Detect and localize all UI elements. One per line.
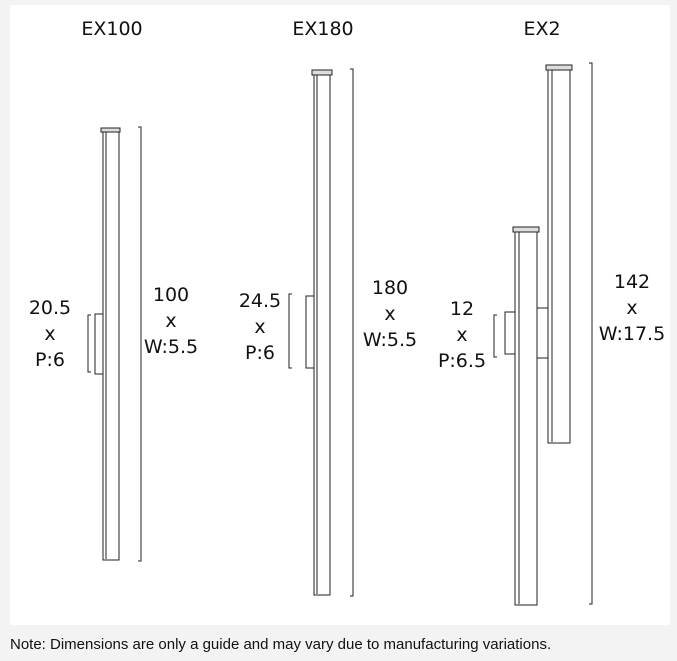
mount-dimension-value: 12: [449, 298, 475, 320]
height-dimension-ex2: 142 x W:17.5: [596, 269, 668, 347]
height-dimension-value: 100: [152, 284, 190, 306]
mount-dimension-projection: P:6: [35, 349, 65, 371]
mount-dimension-value: 20.5: [28, 297, 72, 319]
mount-dimension-ex180: 24.5 x P:6: [230, 288, 290, 366]
mount-dimension-separator: x: [44, 323, 56, 345]
height-dimension-width: W:17.5: [598, 323, 666, 345]
height-dimension-value: 142: [613, 271, 651, 293]
height-dimension-ex180: 180 x W:5.5: [358, 275, 422, 353]
ex180-drawing: [288, 68, 354, 597]
mount-dimension-ex2: 12 x P:6.5: [430, 296, 494, 374]
product-title-ex100: EX100: [81, 18, 143, 40]
disclaimer-note: Note: Dimensions are only a guide and ma…: [10, 636, 552, 653]
height-dimension-separator: x: [384, 303, 396, 325]
height-dimension-value: 180: [371, 277, 409, 299]
mount-dimension-ex100: 20.5 x P:6: [20, 295, 80, 373]
height-dimension-width: W:5.5: [143, 336, 199, 358]
ex100-drawing: [87, 126, 142, 562]
height-dimension-separator: x: [165, 310, 177, 332]
height-dimension-separator: x: [626, 297, 638, 319]
height-dimension-width: W:5.5: [362, 329, 418, 351]
mount-dimension-projection: P:6.5: [437, 350, 487, 372]
mount-dimension-value: 24.5: [238, 290, 282, 312]
mount-dimension-separator: x: [254, 316, 266, 338]
height-dimension-ex100: 100 x W:5.5: [140, 282, 202, 360]
ex2-drawing: [493, 62, 593, 606]
mount-dimension-separator: x: [456, 324, 468, 346]
mount-dimension-projection: P:6: [245, 342, 275, 364]
product-title-ex180: EX180: [292, 18, 354, 40]
product-title-ex2: EX2: [523, 18, 561, 40]
